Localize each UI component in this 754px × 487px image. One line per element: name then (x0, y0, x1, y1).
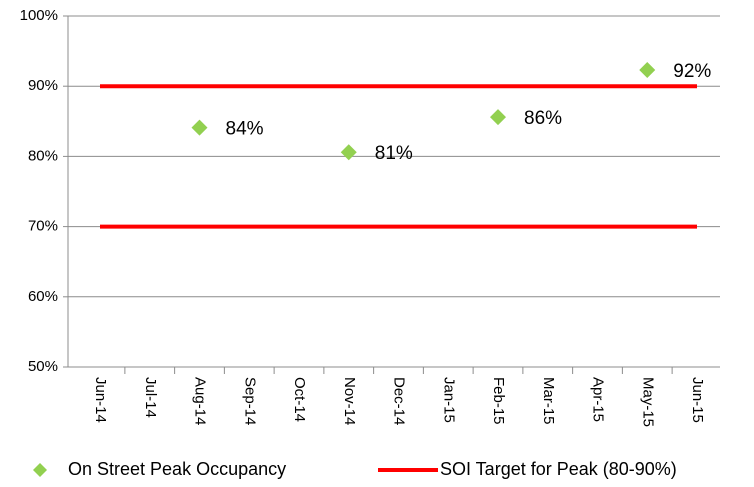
y-tick-label: 60% (28, 288, 58, 305)
data-label: 84% (226, 119, 264, 140)
y-tick-label: 100% (20, 7, 58, 24)
x-tick-label: Jun-14 (92, 377, 109, 423)
legend-marker (33, 463, 47, 477)
legend-label: SOI Target for Peak (80-90%) (440, 459, 677, 479)
x-tick-label: Apr-15 (590, 377, 607, 422)
x-tick-label: Sep-14 (241, 377, 258, 425)
data-point (191, 119, 208, 136)
x-tick-label: Jun-15 (689, 377, 706, 423)
x-tick-label: Jan-15 (440, 377, 457, 423)
y-tick-label: 50% (28, 358, 58, 375)
y-tick-label: 80% (28, 147, 58, 164)
x-tick-label: Nov-14 (341, 377, 358, 425)
x-tick-label: Dec-14 (391, 377, 408, 425)
y-tick-label: 90% (28, 77, 58, 94)
data-label: 92% (673, 61, 711, 82)
data-label: 81% (375, 143, 413, 164)
x-tick-label: Feb-15 (490, 377, 507, 425)
data-point (490, 109, 506, 126)
x-tick-label: May-15 (639, 377, 656, 427)
data-point (639, 62, 656, 79)
x-tick-label: Aug-14 (192, 377, 209, 425)
x-tick-label: Oct-14 (291, 377, 308, 422)
x-tick-label: Mar-15 (540, 377, 557, 425)
data-label: 86% (524, 108, 562, 129)
legend-label: On Street Peak Occupancy (68, 459, 286, 479)
data-point (340, 144, 357, 161)
x-tick-label: Jul-14 (142, 377, 159, 418)
y-tick-label: 70% (28, 218, 58, 235)
